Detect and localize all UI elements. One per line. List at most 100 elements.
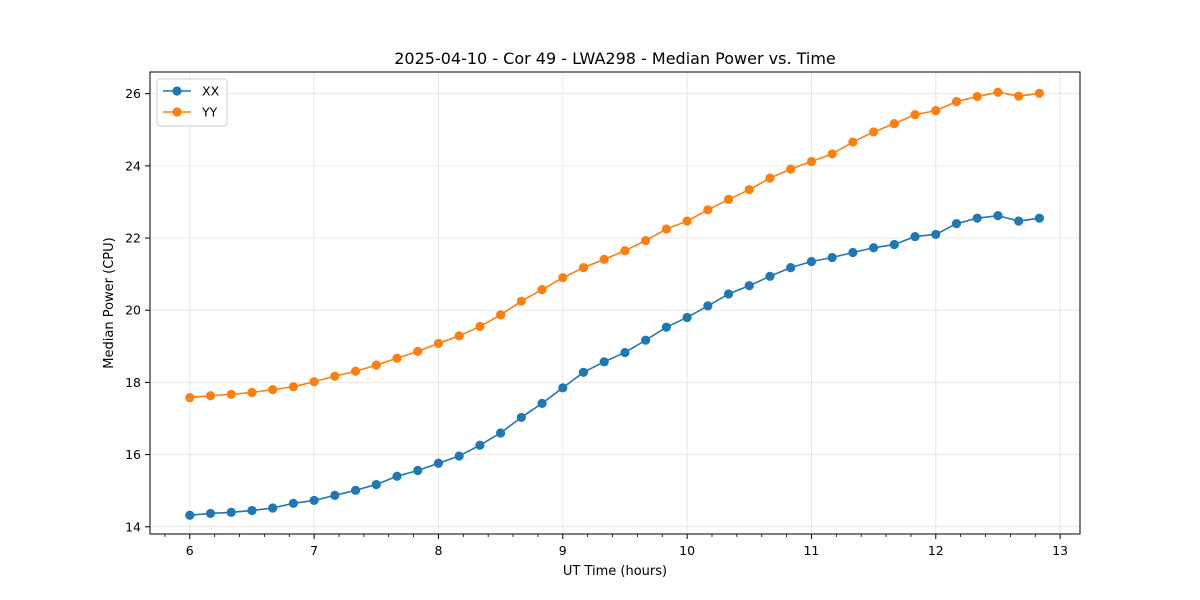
data-point-xx [620, 347, 630, 358]
legend-entry-xx: XX [163, 84, 220, 99]
data-point-yy [454, 331, 464, 341]
legend-label: YY [201, 105, 218, 120]
data-point-xx [848, 247, 858, 258]
legend-marker [172, 86, 182, 96]
data-point-xx [185, 510, 195, 520]
data-point-yy [226, 389, 236, 399]
data-point-xx [205, 508, 216, 519]
data-point-xx [330, 490, 340, 500]
series-layer [185, 87, 1044, 520]
data-point-xx [765, 271, 775, 281]
data-point-xx [931, 229, 941, 240]
series-yy [185, 87, 1044, 403]
y-tick-label: 24 [125, 158, 141, 173]
data-point-yy [1014, 91, 1024, 101]
x-axis: 6 7 8 9 10 11 12 13 [164, 534, 1068, 558]
data-point-xx [951, 218, 962, 229]
data-point-yy [620, 246, 630, 256]
data-point-xx [599, 357, 609, 367]
x-tick-label: 8 [434, 543, 442, 558]
data-point-xx [226, 507, 236, 517]
y-tick-label: 14 [125, 519, 141, 534]
data-point-xx [578, 367, 589, 377]
x-tick-label: 9 [559, 543, 567, 558]
data-point-yy [350, 366, 361, 376]
data-point-yy [723, 194, 734, 205]
data-point-xx [247, 505, 257, 516]
data-point-yy [433, 338, 444, 349]
data-point-xx [869, 243, 879, 253]
data-point-yy [578, 263, 589, 273]
data-point-yy [475, 321, 485, 332]
data-point-yy [288, 382, 298, 392]
data-point-yy [744, 185, 754, 195]
data-point-yy [848, 137, 858, 147]
data-point-yy [247, 387, 257, 398]
data-point-xx [309, 495, 319, 506]
data-point-yy [205, 391, 216, 401]
data-point-yy [558, 273, 568, 283]
y-tick-label: 20 [125, 303, 141, 318]
data-point-xx [806, 256, 817, 267]
data-point-yy [951, 96, 962, 107]
y-tick-label: 16 [125, 447, 141, 462]
data-point-yy [931, 106, 941, 116]
data-point-xx [703, 301, 713, 311]
data-point-yy [641, 235, 651, 246]
y-axis-label: Median Power (CPU) [102, 237, 117, 368]
data-point-yy [827, 149, 837, 159]
data-point-yy [537, 285, 547, 295]
data-point-yy [682, 216, 692, 226]
data-point-yy [1034, 88, 1044, 98]
data-point-yy [309, 377, 319, 387]
data-point-xx [371, 479, 381, 490]
data-point-yy [392, 353, 402, 363]
y-tick-label: 26 [125, 86, 141, 101]
x-tick-label: 13 [1052, 543, 1068, 558]
data-point-yy [765, 173, 775, 183]
data-point-xx [516, 412, 526, 423]
data-point-xx [827, 252, 837, 263]
chart-title: 2025-04-10 - Cor 49 - LWA298 - Median Po… [394, 49, 836, 68]
data-point-xx [268, 503, 278, 513]
y-tick-label: 18 [125, 375, 141, 390]
data-point-xx [496, 428, 506, 438]
data-point-yy [371, 360, 381, 370]
data-point-yy [268, 385, 278, 395]
x-tick-label: 7 [310, 543, 318, 558]
data-point-yy [910, 109, 920, 120]
data-point-xx [1034, 213, 1044, 223]
data-point-xx [723, 289, 734, 299]
data-point-xx [537, 398, 547, 408]
data-point-xx [972, 213, 982, 223]
data-point-xx [475, 440, 485, 450]
data-point-xx [786, 263, 796, 273]
legend-entry-yy: YY [163, 105, 218, 120]
data-point-yy [993, 87, 1003, 97]
x-tick-label: 10 [679, 543, 695, 558]
y-axis: 14 16 18 20 22 24 26 [125, 86, 150, 534]
data-point-xx [661, 322, 671, 332]
y-tick-label: 22 [125, 231, 141, 246]
legend-marker [172, 107, 182, 117]
x-axis-label: UT Time (hours) [563, 564, 667, 579]
data-point-yy [661, 224, 671, 234]
data-point-yy [330, 371, 340, 381]
x-tick-label: 12 [928, 543, 944, 558]
data-point-xx [558, 383, 568, 393]
data-point-xx [889, 239, 899, 250]
grid [150, 72, 1080, 534]
legend: XX YY [156, 78, 228, 127]
data-point-yy [703, 205, 713, 215]
legend-label: XX [202, 84, 220, 99]
data-point-xx [433, 458, 444, 468]
data-point-xx [1014, 216, 1024, 226]
data-point-yy [516, 296, 526, 306]
data-point-yy [889, 119, 899, 129]
data-point-xx [682, 312, 692, 323]
data-point-xx [392, 471, 402, 481]
data-point-xx [641, 335, 651, 345]
data-point-xx [910, 231, 920, 242]
data-point-xx [454, 451, 464, 461]
